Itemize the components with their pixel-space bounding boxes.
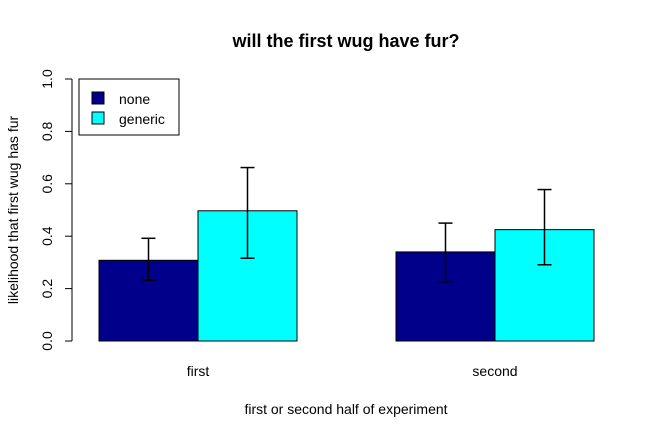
y-tick-label: 0.6 (39, 174, 55, 194)
chart-title: will the first wug have fur? (231, 31, 459, 51)
x-tick-label: second (472, 363, 517, 379)
legend: none generic (78, 78, 180, 136)
legend-swatch-none (91, 91, 105, 105)
y-tick-label: 0.2 (39, 279, 55, 299)
legend-label-generic: generic (119, 111, 165, 127)
x-axis-label: first or second half of experiment (244, 401, 447, 417)
y-axis: 0.0 0.2 0.4 0.6 0.8 1.0 (39, 69, 73, 351)
y-tick-label: 0.8 (39, 121, 55, 141)
x-tick-labels: first second (187, 363, 518, 379)
y-tick-label: 0.0 (39, 331, 55, 351)
legend-label-none: none (119, 91, 150, 107)
y-axis-label: likelihood that first wug has fur (5, 116, 21, 305)
x-tick-label: first (187, 363, 210, 379)
y-tick-label: 0.4 (39, 226, 55, 246)
y-tick-label: 1.0 (39, 69, 55, 89)
bars-group (98, 210, 595, 342)
legend-swatch-generic (91, 111, 105, 125)
legend-box (78, 78, 180, 136)
error-bars-group (141, 166, 552, 283)
